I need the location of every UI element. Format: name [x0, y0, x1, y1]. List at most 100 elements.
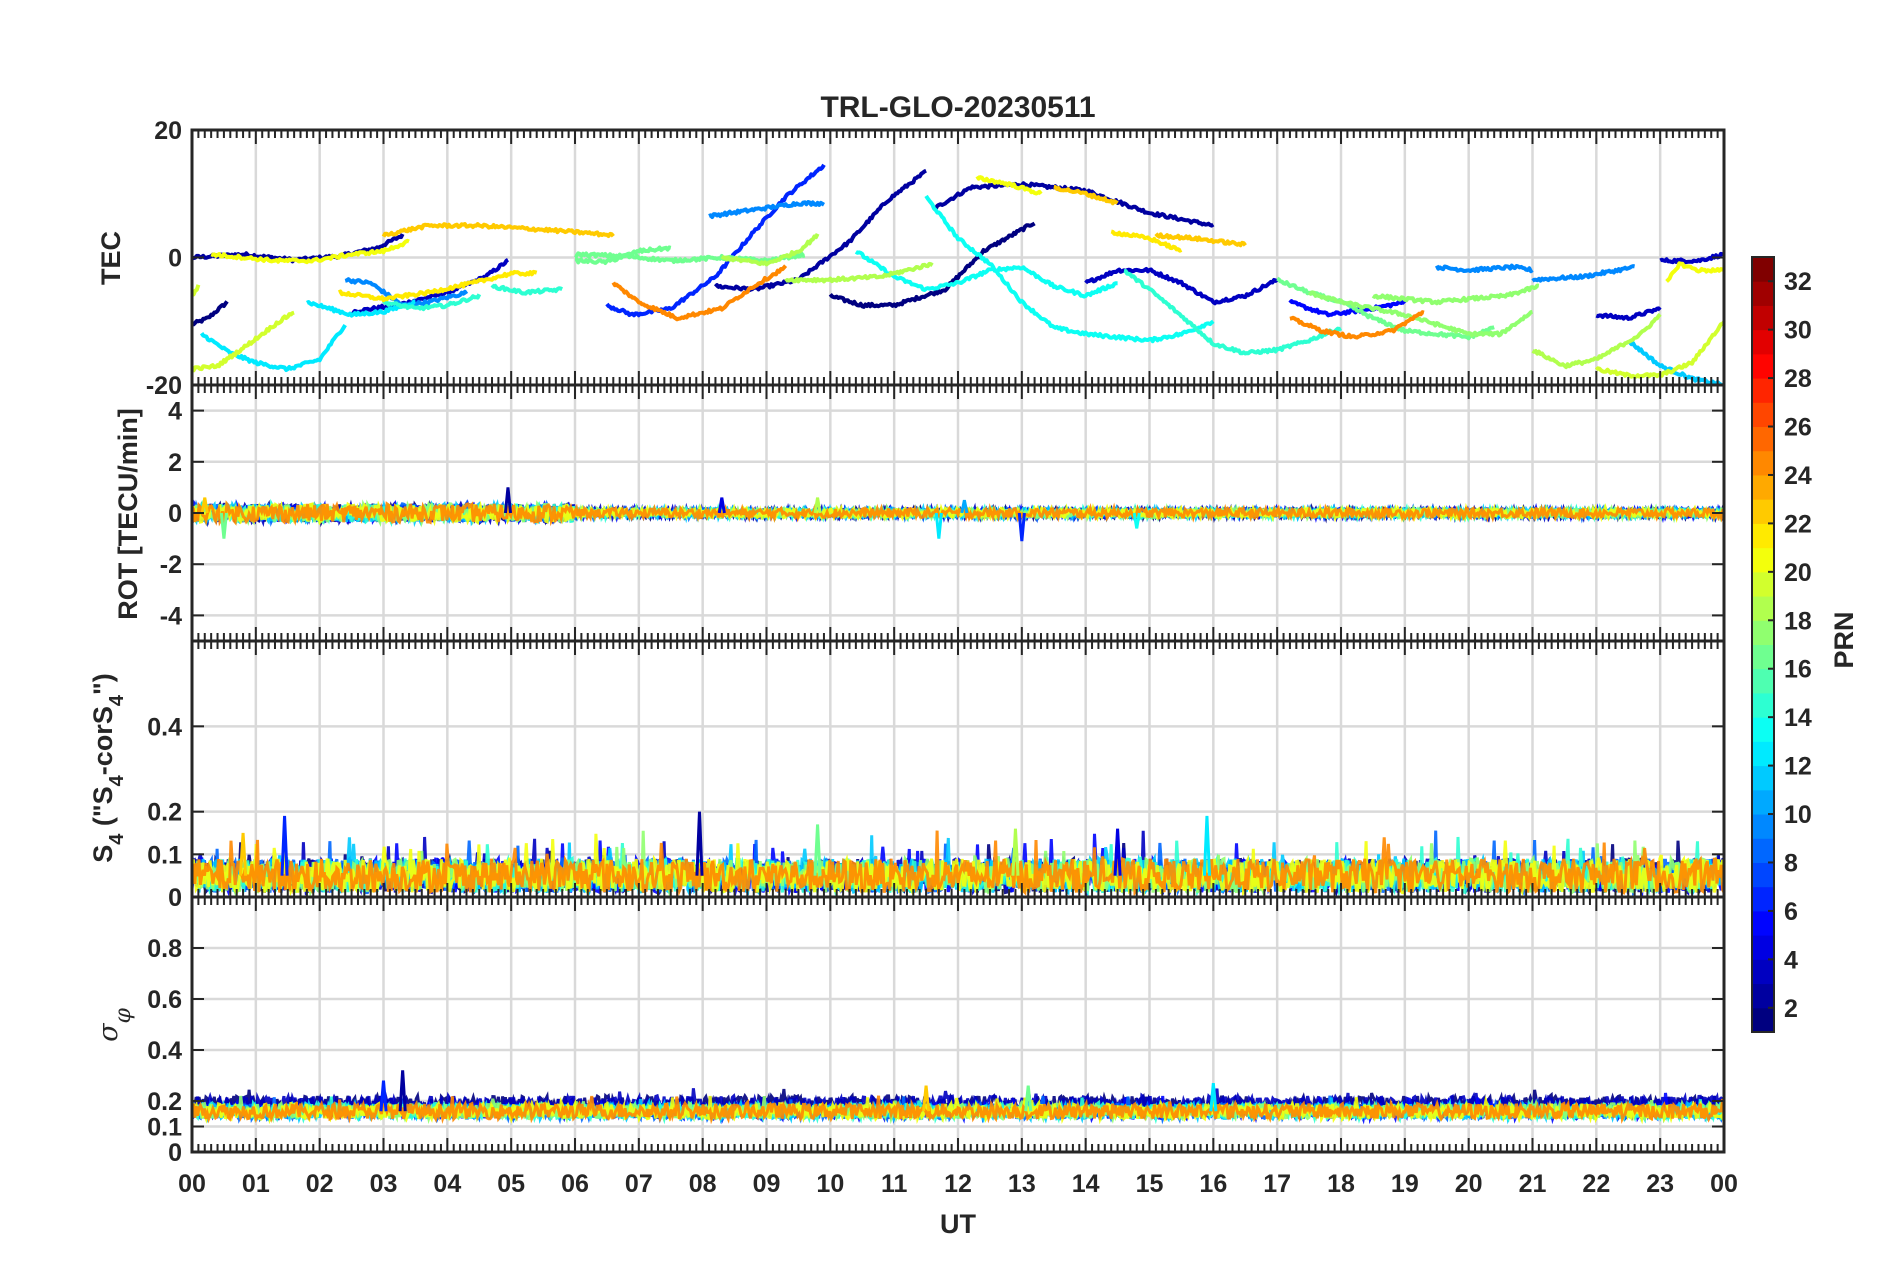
x-tick-label: 20 [1455, 1170, 1483, 1198]
colorbar-bin [1752, 838, 1774, 863]
x-tick-label: 00 [178, 1170, 206, 1198]
series-group [192, 487, 1724, 542]
x-tick-label: 01 [242, 1170, 270, 1198]
spike-mark [1113, 828, 1122, 876]
colorbar-bin [1752, 353, 1774, 379]
tec-series-prn-24 [611, 264, 788, 322]
spike-mark [219, 512, 228, 539]
y-tick-label: 0 [168, 1139, 182, 1167]
colorbar-bin [1752, 886, 1774, 912]
y-tick-label: 0 [168, 884, 182, 912]
spike-mark [1011, 828, 1020, 876]
colorbar-bin [1752, 499, 1774, 524]
x-tick-label: 13 [1008, 1170, 1036, 1198]
colorbar-bin [1752, 426, 1774, 452]
colorbar-bin [1752, 402, 1774, 428]
colorbar-tick-label: 22 [1784, 510, 1812, 538]
x-tick-label: 17 [1263, 1170, 1291, 1198]
spike-mark [960, 499, 969, 514]
tec-series-prn-18 [784, 261, 934, 284]
colorbar-bin [1752, 935, 1774, 960]
series-group [192, 163, 1724, 385]
x-tick-label: 04 [433, 1170, 461, 1198]
x-tick-label: 23 [1646, 1170, 1674, 1198]
tec-series-prn-3 [1595, 306, 1662, 321]
colorbar-bin [1752, 305, 1774, 331]
tec-series-prn-20 [975, 175, 1043, 196]
y-tick-label: 0.4 [147, 1037, 182, 1065]
tec-series-prn-20 [210, 238, 410, 265]
colorbar-bin [1752, 765, 1774, 791]
tec-series-prn-21 [337, 269, 538, 303]
x-tick-label: 00 [1710, 1170, 1738, 1198]
x-tick-label: 16 [1199, 1170, 1227, 1198]
tec-series-prn-6 [605, 163, 826, 318]
x-tick-label: 12 [944, 1170, 972, 1198]
y-tick-label: 0.8 [147, 935, 182, 963]
colorbar-tick-label: 12 [1784, 753, 1812, 781]
spike-mark [1024, 1085, 1033, 1112]
colorbar-bin [1752, 378, 1774, 403]
s4-ylabel: S4 ("S4-corS4") [88, 673, 128, 863]
x-tick-labels: 00 01 02 03 04 05 06 07 08 09 10 11 12 13 14 15 16 17 18 19… [178, 1170, 1738, 1198]
colorbar-tick-label: 32 [1784, 268, 1812, 296]
spike-mark [922, 1085, 931, 1112]
colorbar-tick-label: 8 [1784, 849, 1798, 877]
tec-series-prn-5 [1288, 299, 1407, 318]
x-tick-label: 03 [370, 1170, 398, 1198]
tec-series-prn-9 [1531, 264, 1635, 283]
series-group [192, 1070, 1724, 1125]
tec-series-prn-2 [931, 181, 1215, 228]
rot-series-prn-24 [192, 500, 1724, 528]
spike-mark [379, 1080, 388, 1112]
y-tick-label: 0.6 [147, 986, 182, 1014]
x-tick-label: 02 [306, 1170, 334, 1198]
tec-series-prn-22 [381, 222, 615, 238]
colorbar-frame [1751, 256, 1775, 1033]
tec-series-prn-14 [1123, 268, 1342, 356]
y-tick-label: -20 [146, 372, 182, 400]
colorbar-bin [1752, 789, 1774, 815]
colorbar-bin [1752, 450, 1774, 476]
spike-mark [813, 497, 822, 514]
tec-series-prn-1 [192, 300, 229, 327]
spike-mark [200, 497, 209, 514]
y-tick-label: 20 [154, 117, 182, 145]
rot-panel: 4 2 0 -2 -4 [160, 383, 1726, 643]
spike-mark [717, 497, 726, 514]
tec-series-prn-14 [490, 283, 564, 296]
colorbar-tick-label: 10 [1784, 801, 1812, 829]
x-tick-label: 21 [1519, 1170, 1547, 1198]
y-tick-label: 0.1 [147, 1114, 182, 1142]
colorbar-bin [1752, 668, 1774, 694]
sigma-phi-panel: 0.8 0.6 0.4 0.20.10 [147, 895, 1726, 1167]
x-tick-label: 18 [1327, 1170, 1355, 1198]
spike-mark [1202, 815, 1211, 876]
colorbar-bin [1752, 257, 1774, 282]
colorbar-bin [1752, 596, 1774, 621]
colorbar-tick-label: 4 [1784, 946, 1798, 974]
spike-mark [503, 487, 513, 514]
tec-series-prn-12 [199, 324, 347, 372]
colorbar-bin [1752, 281, 1774, 306]
y-tick-label: 2 [168, 449, 182, 477]
y-tick-label: 0.4 [147, 713, 182, 741]
colorbar-tick-label: 14 [1784, 704, 1812, 732]
spike-mark [1132, 512, 1141, 529]
colorbar-tick-label: 30 [1784, 317, 1812, 345]
tec-series-prn-22 [1053, 184, 1119, 206]
colorbar-bin [1752, 474, 1774, 500]
chart-title: TRL-GLO-20230511 [820, 91, 1095, 124]
colorbar-bin [1752, 644, 1774, 670]
colorbar-bin [1752, 523, 1774, 549]
y-tick-label: 0.1 [147, 841, 182, 869]
spike-mark [1017, 512, 1026, 542]
x-tick-label: 06 [561, 1170, 589, 1198]
x-tick-label: 08 [689, 1170, 717, 1198]
colorbar-bin [1752, 862, 1774, 888]
colorbar-bin [1752, 692, 1774, 718]
x-tick-label: 15 [1136, 1170, 1164, 1198]
spike-mark [239, 832, 248, 876]
